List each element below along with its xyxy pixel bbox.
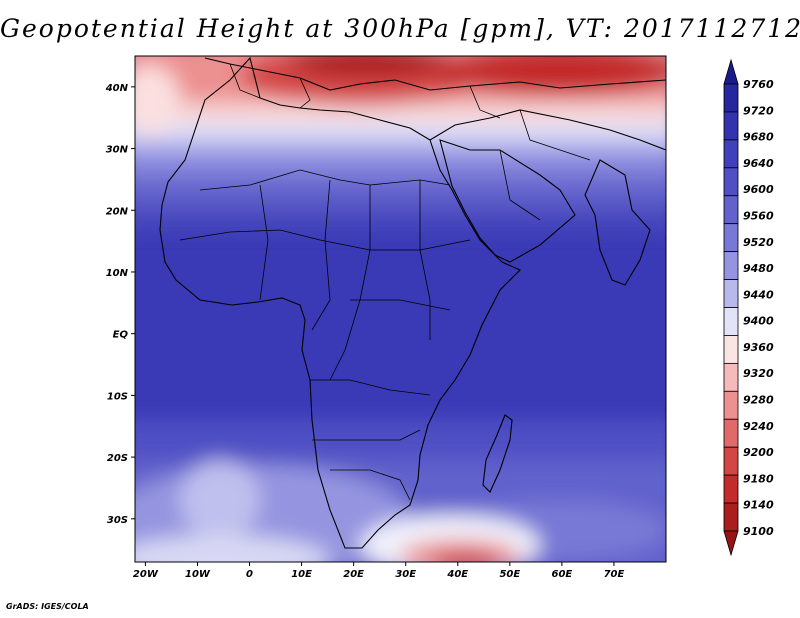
lat-tick-label: 30N (106, 145, 129, 156)
lat-tick-label: 40N (105, 83, 129, 94)
colorbar-box (723, 474, 739, 504)
colorbar-label: 9680 (743, 131, 774, 144)
colorbar-label: 9760 (743, 78, 774, 91)
lon-tick-label: 30E (395, 569, 416, 580)
colorbar-box (723, 111, 739, 141)
lat-tick-label: EQ (113, 330, 129, 341)
colorbar-label: 9600 (743, 183, 774, 196)
colorbar-label: 9140 (743, 499, 774, 512)
longitude-ticks: 20W 10W 0 10E 20E 30E 40E 50E 60E 70E (133, 562, 625, 580)
colorbar-label: 9720 (743, 104, 774, 117)
colorbar-label: 9400 (743, 315, 774, 328)
lat-tick-label: 10S (107, 391, 128, 402)
lon-tick-label: 0 (246, 569, 253, 580)
colorbar-box (723, 307, 739, 336)
lat-tick-label: 10N (106, 268, 129, 279)
europe-coast (204, 57, 666, 91)
colorbar-label: 9440 (743, 288, 774, 301)
colorbar-box (723, 390, 739, 420)
grads-credit: GrADS: IGES/COLA (6, 602, 89, 611)
colorbar-label: 9560 (743, 209, 774, 222)
lon-tick-label: 70E (604, 569, 625, 580)
lon-tick-label: 10E (291, 569, 312, 580)
colorbar-label: 9100 (743, 525, 774, 538)
lon-tick-label: 60E (552, 569, 573, 580)
colorbar-box (723, 83, 739, 113)
colorbar-label: 9200 (743, 446, 774, 459)
colorbar-label: 9520 (743, 236, 774, 249)
madagascar-coast (482, 414, 513, 493)
map-title: Geopotential Height at 300hPa [gpm], VT:… (0, 14, 800, 43)
colorbar-box (723, 167, 739, 197)
lon-tick-label: 20E (343, 569, 364, 580)
lat-tick-label: 20N (106, 206, 129, 217)
colorbar-box (723, 279, 739, 308)
coastlines (159, 56, 666, 549)
colorbar-top-arrow (723, 58, 739, 85)
colorbar-label: 9320 (743, 367, 774, 380)
colorbar-box (723, 195, 739, 225)
colorbar-box (723, 139, 739, 169)
colorbar-label: 9640 (743, 157, 774, 170)
india-coast (584, 159, 651, 286)
colorbar-label: 9240 (743, 420, 774, 433)
colorbar-box (723, 362, 739, 392)
colorbar-label: 9360 (743, 341, 774, 354)
latitude-ticks: 40N 30N 20N 10N EQ 10S 20S 30S (105, 83, 135, 526)
colorbar-box (723, 418, 739, 448)
lon-tick-label: 10W (185, 569, 211, 580)
colorbar-bottom-arrow (723, 530, 739, 557)
plot-frame (134, 55, 667, 563)
colorbar-label: 9280 (743, 394, 774, 407)
lon-tick-label: 20W (133, 569, 159, 580)
colorbar-box (723, 223, 739, 253)
lat-tick-label: 30S (107, 515, 128, 526)
colorbar-box (723, 251, 739, 280)
colorbar-box (723, 502, 739, 532)
country-borders (179, 63, 591, 501)
colorbar-box (723, 446, 739, 476)
colorbar-box (723, 335, 739, 364)
lat-tick-label: 20S (107, 453, 128, 464)
asia-coast (429, 109, 666, 151)
geopotential-field (135, 56, 666, 562)
lon-tick-label: 40E (446, 569, 468, 580)
lon-tick-label: 50E (499, 569, 520, 580)
colorbar: 9760 9720 9680 9640 9600 9560 9520 9480 9440 9400… (723, 58, 774, 557)
colorbar-label: 9480 (743, 262, 774, 275)
colorbar-label: 9180 (743, 472, 774, 485)
